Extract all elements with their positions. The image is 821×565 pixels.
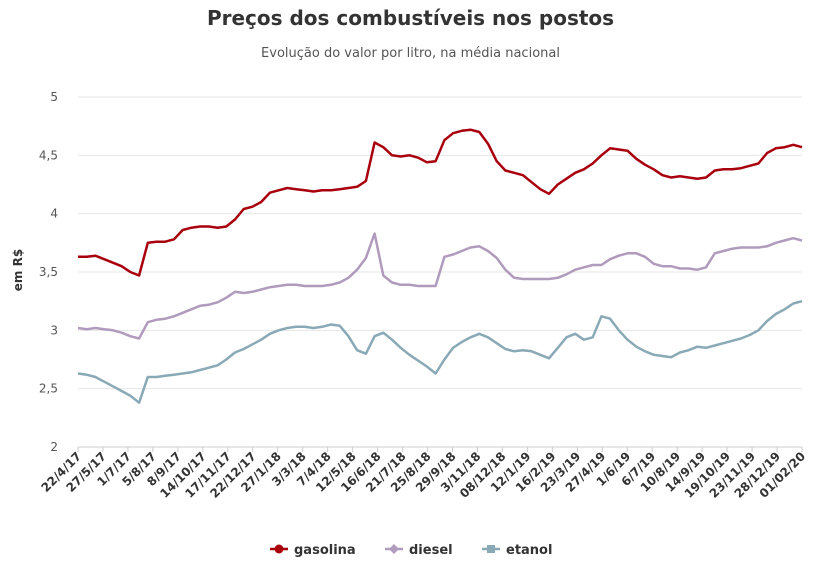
legend-label: gasolina	[294, 543, 356, 558]
y-tick-label: 2,5	[39, 382, 58, 396]
legend-label: etanol	[506, 543, 552, 558]
legend-item-etanol[interactable]: etanol	[482, 543, 552, 558]
y-axis-ticks: 2 2,5 3 3,5 4 4,5 5	[39, 90, 58, 454]
legend-marker-circle-icon	[274, 544, 284, 554]
chart-title: Preços dos combustíveis nos postos	[206, 6, 615, 30]
legend-item-gasolina[interactable]: gasolina	[270, 543, 356, 558]
y-tick-label: 4	[50, 207, 58, 221]
x-axis-ticks: 22/4/1727/5/171/7/175/8/178/9/1714/10/17…	[39, 447, 808, 501]
y-tick-label: 4,5	[39, 148, 58, 162]
y-tick-label: 3	[50, 323, 58, 337]
y-tick-label: 5	[50, 90, 58, 104]
series-line-gasolina	[78, 128, 803, 277]
y-axis-label: em R$	[11, 249, 25, 291]
series-line-diesel	[77, 232, 803, 340]
y-tick-label: 3,5	[39, 265, 58, 279]
y-tick-label: 2	[50, 440, 58, 454]
chart-subtitle: Evolução do valor por litro, na média na…	[261, 46, 560, 61]
legend: gasolina diesel etanol	[270, 543, 552, 558]
gridlines	[78, 96, 802, 448]
legend-label: diesel	[409, 543, 453, 558]
legend-marker-square-icon	[487, 545, 495, 553]
series-lines	[77, 128, 803, 404]
legend-marker-diamond-icon	[389, 544, 399, 554]
series-line-etanol	[77, 299, 803, 404]
legend-item-diesel[interactable]: diesel	[385, 543, 453, 558]
